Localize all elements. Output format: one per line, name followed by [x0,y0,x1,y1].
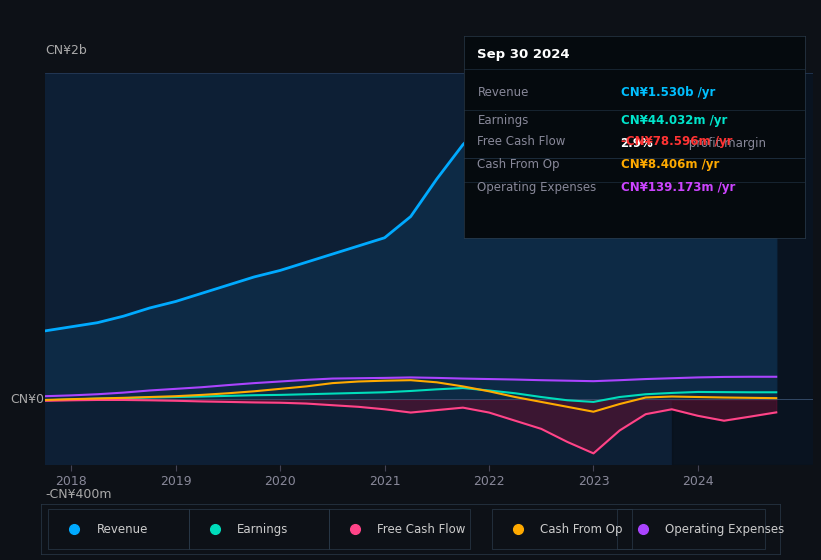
Bar [329,509,470,549]
Text: Operating Expenses: Operating Expenses [478,181,597,194]
Text: Earnings: Earnings [478,114,529,127]
Text: CN¥0: CN¥0 [11,393,44,406]
Text: CN¥2b: CN¥2b [45,44,87,57]
Bar [492,509,632,549]
Text: Sep 30 2024: Sep 30 2024 [478,48,570,61]
Text: Earnings: Earnings [237,522,288,536]
Text: Free Cash Flow: Free Cash Flow [478,135,566,148]
Text: 2.9%: 2.9% [621,137,654,150]
Text: Revenue: Revenue [97,522,148,536]
Text: Cash From Op: Cash From Op [540,522,622,536]
Bar [672,73,821,465]
Text: CN¥1.530b /yr: CN¥1.530b /yr [621,86,715,99]
Text: Operating Expenses: Operating Expenses [666,522,785,536]
Text: Cash From Op: Cash From Op [478,158,560,171]
Bar [189,509,329,549]
Text: -CN¥400m: -CN¥400m [45,488,112,501]
Text: CN¥8.406m /yr: CN¥8.406m /yr [621,158,719,171]
Bar [617,509,765,549]
Bar [48,509,189,549]
Text: CN¥139.173m /yr: CN¥139.173m /yr [621,181,735,194]
Text: Revenue: Revenue [478,86,529,99]
Text: CN¥44.032m /yr: CN¥44.032m /yr [621,114,727,127]
Text: Free Cash Flow: Free Cash Flow [378,522,466,536]
Text: -CN¥78.596m /yr: -CN¥78.596m /yr [621,135,732,148]
Text: profit margin: profit margin [686,137,766,150]
